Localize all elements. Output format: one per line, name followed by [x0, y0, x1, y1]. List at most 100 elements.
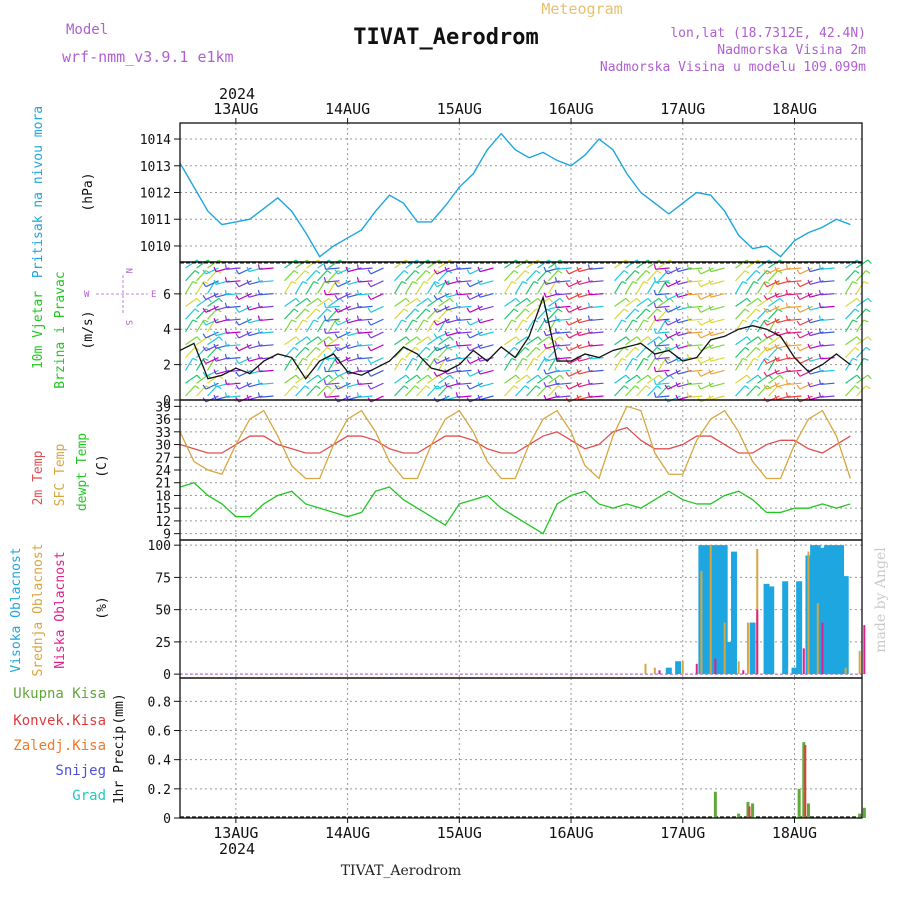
temperature-ytick-label-6: 27 [155, 451, 171, 466]
wind-barb-flag [323, 366, 327, 372]
wind-barb-flag [796, 333, 801, 339]
wind-barb [317, 374, 330, 384]
wind-barb-flag [656, 270, 662, 274]
wind-barb-flag [414, 270, 420, 274]
wind-barb-flag [856, 297, 861, 303]
wind-barb-flag [807, 330, 811, 336]
wind-barb [556, 305, 571, 309]
wind-barb [537, 374, 550, 384]
bottom-day-labels: 13AUG 14AUG 15AUG 16AUG 17AUG 18AUG [213, 818, 817, 842]
wind-barb [614, 385, 625, 397]
wind-barb [647, 259, 660, 269]
wind-barb [358, 382, 373, 386]
wind-barb-flag [867, 374, 872, 380]
wind-barb-flag [796, 384, 801, 390]
wind-barb-flag [634, 346, 640, 351]
wind-barb [845, 336, 858, 346]
wind-barb-flag [621, 319, 627, 323]
wind-barb-flag [291, 319, 297, 323]
wind-barb-flag [665, 319, 671, 323]
wind-barb-flag [708, 343, 712, 349]
wind-barb [394, 385, 405, 397]
wind-barb-flag [746, 297, 751, 303]
wind-barb-flag [213, 279, 217, 285]
wind-barb [438, 308, 449, 320]
wind-barb-flag [323, 328, 327, 334]
bottom-day-label-0: 13AUG [213, 824, 258, 842]
wind-barb-flag [405, 297, 410, 303]
wind-barb [845, 385, 856, 397]
wind-barb-flag [647, 297, 652, 303]
wind-barb-flag [565, 307, 570, 313]
wind-barb-flag [345, 266, 349, 272]
wind-barb [393, 319, 403, 333]
wind-barb [306, 374, 319, 384]
wind-barb-flag [576, 343, 580, 349]
wind-barb-flag [455, 353, 459, 359]
wind-barb-flag [202, 295, 207, 300]
wind-barb-flag [323, 315, 327, 321]
wind-barb-flag [852, 281, 858, 285]
wind-barb [415, 358, 425, 371]
wind-barb-flag [656, 385, 662, 390]
wind-barb [548, 336, 561, 346]
wind-barb-flag [587, 328, 591, 334]
wind-barb [820, 382, 835, 386]
wind-barb [184, 281, 194, 294]
wind-barb-flag [246, 317, 250, 324]
wind-barb-flag [634, 385, 640, 390]
wind-barb-flag [224, 277, 228, 283]
wind-barb-flag [807, 279, 811, 285]
wind-barb [657, 319, 667, 333]
wind-barb [746, 374, 759, 384]
wind-barb-flag [753, 357, 759, 361]
wind-barb [548, 297, 561, 307]
wind-barb [526, 308, 537, 320]
wind-barb [820, 318, 835, 322]
wind-barb [625, 259, 638, 269]
wind-barb [325, 369, 340, 373]
wind-barb [710, 318, 725, 324]
wind-barb-flag [433, 320, 438, 326]
wind-barb-flag [634, 308, 640, 313]
wind-barb-flag [753, 281, 759, 285]
wind-barb-flag [224, 315, 228, 321]
wind-barb-flag [785, 328, 789, 334]
wind-barb [479, 357, 494, 362]
cloud-ylabel: Visoka Oblacnost Srednja Oblacnost Niska… [9, 543, 110, 676]
wind-barb [710, 344, 725, 350]
wind-barb [700, 280, 714, 288]
wind-barb-flag [207, 336, 212, 341]
wind-barb [766, 267, 780, 275]
wind-barb [469, 344, 483, 352]
wind-barb-flag [667, 346, 673, 351]
wind-barb-flag [339, 336, 344, 341]
wind-barb-flag [565, 320, 570, 326]
wind-barb [238, 318, 252, 326]
wind-barb [548, 259, 561, 269]
wind-barb-flag [779, 374, 784, 380]
wind-barb-flag [513, 346, 519, 351]
top-day-label-1: 14AUG [325, 100, 370, 118]
wind-barb [515, 259, 528, 269]
wind-barb [295, 385, 306, 397]
wind-barb-flag [757, 336, 762, 341]
wind-barb [305, 319, 315, 333]
wind-barb-flag [742, 319, 748, 323]
wind-barb-flag [774, 381, 778, 388]
wind-barb-flag [766, 385, 772, 390]
wind-barb [469, 382, 483, 390]
wind-barb-flag [524, 346, 530, 351]
wind-barb-flag [632, 281, 638, 285]
wind-barb-flag [317, 336, 322, 341]
wind-barb-flag [653, 379, 657, 385]
wind-barb-flag [423, 319, 429, 323]
wind-barb-flag [742, 281, 748, 285]
temp-ylabel-sfc: SFC Temp [53, 444, 68, 507]
wind-barb-flag [785, 366, 789, 372]
wind-barb-flag [367, 307, 372, 313]
wind-barb [768, 336, 781, 346]
wind-barb-flag [466, 282, 471, 288]
wind-barb [207, 336, 220, 346]
wind-barb-flag [436, 385, 442, 390]
